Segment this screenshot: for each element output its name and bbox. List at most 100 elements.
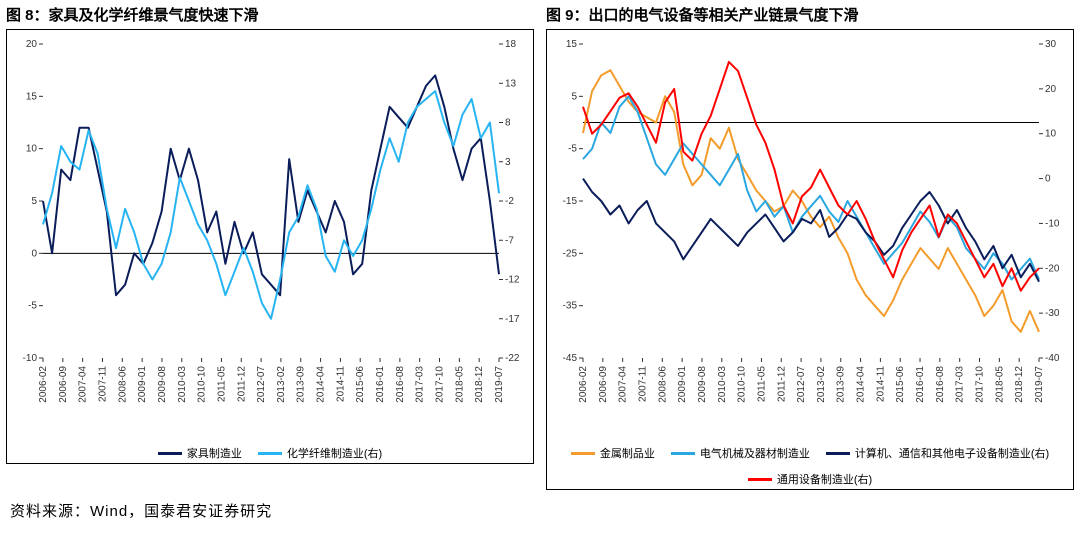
legend-label: 化学纤维制造业(右) [287,445,382,461]
svg-text:2009-01: 2009-01 [137,366,148,403]
svg-text:2007-04: 2007-04 [618,366,629,403]
svg-text:2012-07: 2012-07 [796,366,807,403]
legend-item: 通用设备制造业(右) [748,471,872,487]
right-panel: 图 9：出口的电气设备等相关产业链景气度下滑 -45-35-25-15-5515… [540,0,1080,494]
svg-text:10: 10 [1045,129,1057,140]
left-title: 图 8：家具及化学纤维景气度快速下滑 [6,4,534,25]
svg-text:2006-02: 2006-02 [38,366,49,403]
svg-text:5: 5 [31,196,37,207]
legend-item: 金属制品业 [571,445,655,461]
svg-text:30: 30 [1045,39,1057,50]
legend-label: 电气机械及器材制造业 [700,445,810,461]
left-chart: -10-505101520-22-17-12-7-23813182006-022… [9,36,533,436]
svg-text:-20: -20 [1045,263,1060,274]
legend-swatch [258,452,282,455]
legend-swatch [826,452,850,455]
svg-text:-5: -5 [28,301,37,312]
svg-text:-10: -10 [23,353,38,364]
svg-text:-35: -35 [563,301,578,312]
legend-item: 化学纤维制造业(右) [258,445,382,461]
legend-swatch [671,452,695,455]
svg-text:-10: -10 [1045,218,1060,229]
svg-text:8: 8 [505,118,511,129]
svg-text:2008-06: 2008-06 [657,366,668,403]
svg-text:2014-04: 2014-04 [856,366,867,403]
svg-text:2007-04: 2007-04 [78,366,89,403]
right-chart: -45-35-25-15-5515-40-30-20-1001020302006… [549,36,1073,436]
svg-text:2011-05: 2011-05 [216,366,227,402]
svg-text:2015-06: 2015-06 [895,366,906,403]
svg-text:2010-03: 2010-03 [717,366,728,403]
svg-text:2007-11: 2007-11 [637,366,648,402]
svg-text:2010-10: 2010-10 [737,366,748,403]
svg-text:2011-05: 2011-05 [756,366,767,402]
svg-text:2015-06: 2015-06 [355,366,366,403]
legend-item: 家具制造业 [158,445,242,461]
svg-text:2018-12: 2018-12 [1014,366,1025,403]
svg-text:-2: -2 [505,196,514,207]
svg-text:2013-09: 2013-09 [836,366,847,403]
svg-text:2008-06: 2008-06 [117,366,128,403]
svg-text:0: 0 [31,248,37,259]
svg-text:0: 0 [1045,174,1051,185]
left-panel: 图 8：家具及化学纤维景气度快速下滑 -10-505101520-22-17-1… [0,0,540,494]
svg-text:2018-12: 2018-12 [474,366,485,403]
svg-text:-40: -40 [1045,353,1060,364]
svg-text:2014-11: 2014-11 [875,366,886,402]
svg-text:2006-09: 2006-09 [58,366,69,403]
svg-text:2016-01: 2016-01 [375,366,386,403]
svg-text:2011-12: 2011-12 [236,366,247,402]
svg-text:2011-12: 2011-12 [776,366,787,402]
svg-text:2016-08: 2016-08 [395,366,406,403]
legend-label: 家具制造业 [187,445,242,461]
svg-text:2013-09: 2013-09 [296,366,307,403]
svg-text:-30: -30 [1045,308,1060,319]
svg-text:2017-03: 2017-03 [955,366,966,403]
svg-text:2016-01: 2016-01 [915,366,926,403]
svg-text:13: 13 [505,78,517,89]
svg-text:2017-10: 2017-10 [435,366,446,403]
legend-swatch [571,452,595,455]
svg-text:2006-02: 2006-02 [578,366,589,403]
svg-text:2012-07: 2012-07 [256,366,267,403]
left-legend: 家具制造业 化学纤维制造业(右) [9,441,531,461]
svg-text:3: 3 [505,157,511,168]
legend-label: 计算机、通信和其他电子设备制造业(右) [855,445,1049,461]
svg-text:10: 10 [26,144,38,155]
svg-text:2009-08: 2009-08 [157,366,168,403]
svg-text:2019-07: 2019-07 [1034,366,1045,403]
svg-text:15: 15 [566,39,578,50]
legend-item: 计算机、通信和其他电子设备制造业(右) [826,445,1049,461]
right-chart-box: -45-35-25-15-5515-40-30-20-1001020302006… [546,29,1074,490]
right-legend: 金属制品业 电气机械及器材制造业 计算机、通信和其他电子设备制造业(右) 通用设备制造… [549,441,1071,487]
svg-text:2013-02: 2013-02 [276,366,287,403]
svg-text:-5: -5 [568,144,577,155]
svg-text:2006-09: 2006-09 [598,366,609,403]
svg-text:-12: -12 [505,275,520,286]
svg-text:15: 15 [26,91,38,102]
legend-label: 通用设备制造业(右) [777,471,872,487]
legend-item: 电气机械及器材制造业 [671,445,810,461]
svg-text:2017-03: 2017-03 [415,366,426,403]
left-chart-box: -10-505101520-22-17-12-7-23813182006-022… [6,29,534,464]
svg-text:5: 5 [571,91,577,102]
svg-text:2019-07: 2019-07 [494,366,505,403]
svg-text:2018-05: 2018-05 [454,366,465,403]
legend-swatch [158,452,182,455]
chart-pair: 图 8：家具及化学纤维景气度快速下滑 -10 -5 0 5 10 15 20 -22 -17 -1… [0,0,1080,494]
legend-swatch [748,478,772,481]
svg-text:-17: -17 [505,314,520,325]
svg-text:2016-08: 2016-08 [935,366,946,403]
svg-text:2009-01: 2009-01 [677,366,688,403]
source-label: 资料来源：Wind，国泰君安证券研究 [0,494,1080,527]
svg-text:2014-04: 2014-04 [316,366,327,403]
svg-text:18: 18 [505,39,517,50]
svg-text:20: 20 [1045,84,1057,95]
svg-text:2010-10: 2010-10 [197,366,208,403]
svg-text:2009-08: 2009-08 [697,366,708,403]
svg-text:2010-03: 2010-03 [177,366,188,403]
svg-text:-45: -45 [563,353,578,364]
svg-text:2017-10: 2017-10 [975,366,986,403]
svg-text:-15: -15 [563,196,578,207]
svg-text:-22: -22 [505,353,520,364]
